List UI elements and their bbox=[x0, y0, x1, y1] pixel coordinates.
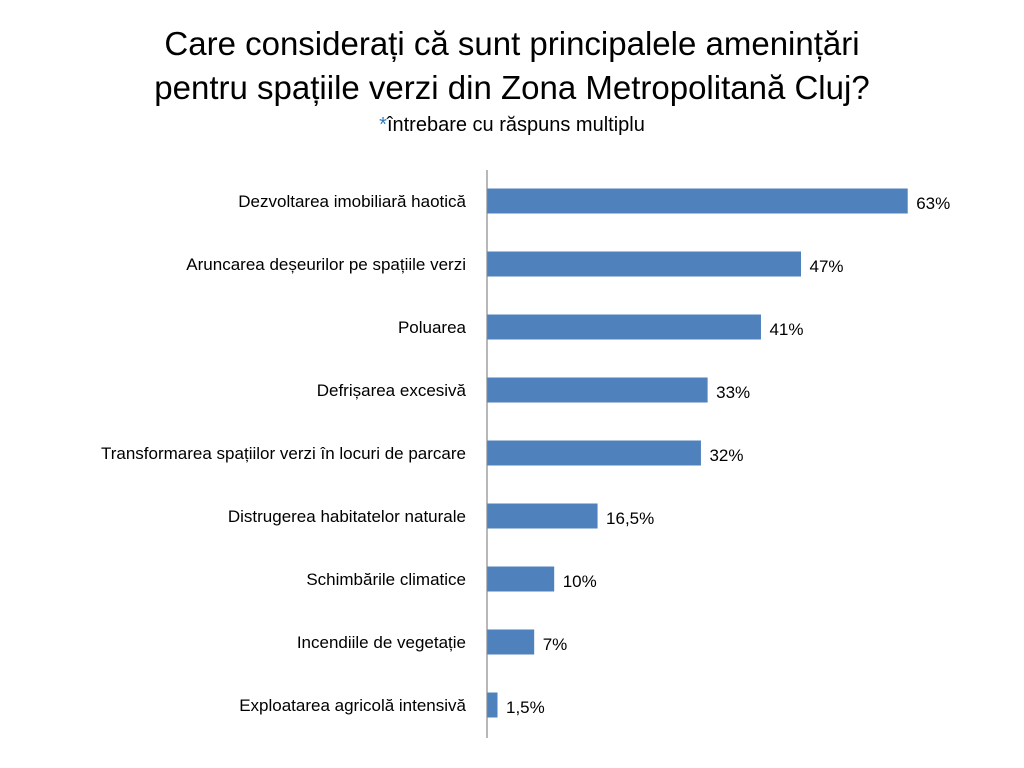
category-label: Dezvoltarea imobiliară haotică bbox=[238, 192, 466, 211]
data-label: 33% bbox=[716, 383, 750, 402]
category-label: Defrișarea excesivă bbox=[317, 381, 467, 400]
chart-title-line-2: pentru spațiile verzi din Zona Metropoli… bbox=[154, 69, 870, 106]
category-label: Aruncarea deșeurilor pe spațiile verzi bbox=[186, 255, 466, 274]
subtitle-asterisk: * bbox=[379, 114, 387, 136]
chart-subtitle: *întrebare cu răspuns multiplu bbox=[0, 112, 1024, 138]
category-label: Incendiile de vegetație bbox=[297, 633, 466, 652]
bar bbox=[487, 692, 498, 718]
chart-title-block: Care considerați că sunt principalele am… bbox=[0, 22, 1024, 138]
bar bbox=[487, 314, 761, 340]
category-label: Distrugerea habitatelor naturale bbox=[228, 507, 466, 526]
data-label: 47% bbox=[809, 257, 843, 276]
category-label: Transformarea spațiilor verzi în locuri … bbox=[101, 444, 466, 463]
data-label: 63% bbox=[916, 194, 950, 213]
bar bbox=[487, 188, 908, 214]
data-label: 41% bbox=[769, 320, 803, 339]
data-label: 10% bbox=[563, 572, 597, 591]
bar bbox=[487, 251, 801, 277]
category-label: Exploatarea agricolă intensivă bbox=[239, 696, 466, 715]
data-label: 32% bbox=[709, 446, 743, 465]
bar bbox=[487, 629, 535, 655]
data-label: 1,5% bbox=[506, 698, 545, 717]
bar bbox=[487, 377, 708, 403]
chart-title-line-1: Care considerați că sunt principalele am… bbox=[164, 25, 860, 62]
bar bbox=[487, 503, 598, 529]
bar bbox=[487, 566, 555, 592]
category-label: Schimbările climatice bbox=[306, 570, 466, 589]
bar-chart: Dezvoltarea imobiliară haotică 63% Aruncar… bbox=[101, 170, 950, 738]
bar bbox=[487, 440, 701, 466]
data-label: 16,5% bbox=[606, 509, 654, 528]
subtitle-text: întrebare cu răspuns multiplu bbox=[386, 114, 645, 136]
category-label: Poluarea bbox=[398, 318, 467, 337]
data-label: 7% bbox=[543, 635, 568, 654]
